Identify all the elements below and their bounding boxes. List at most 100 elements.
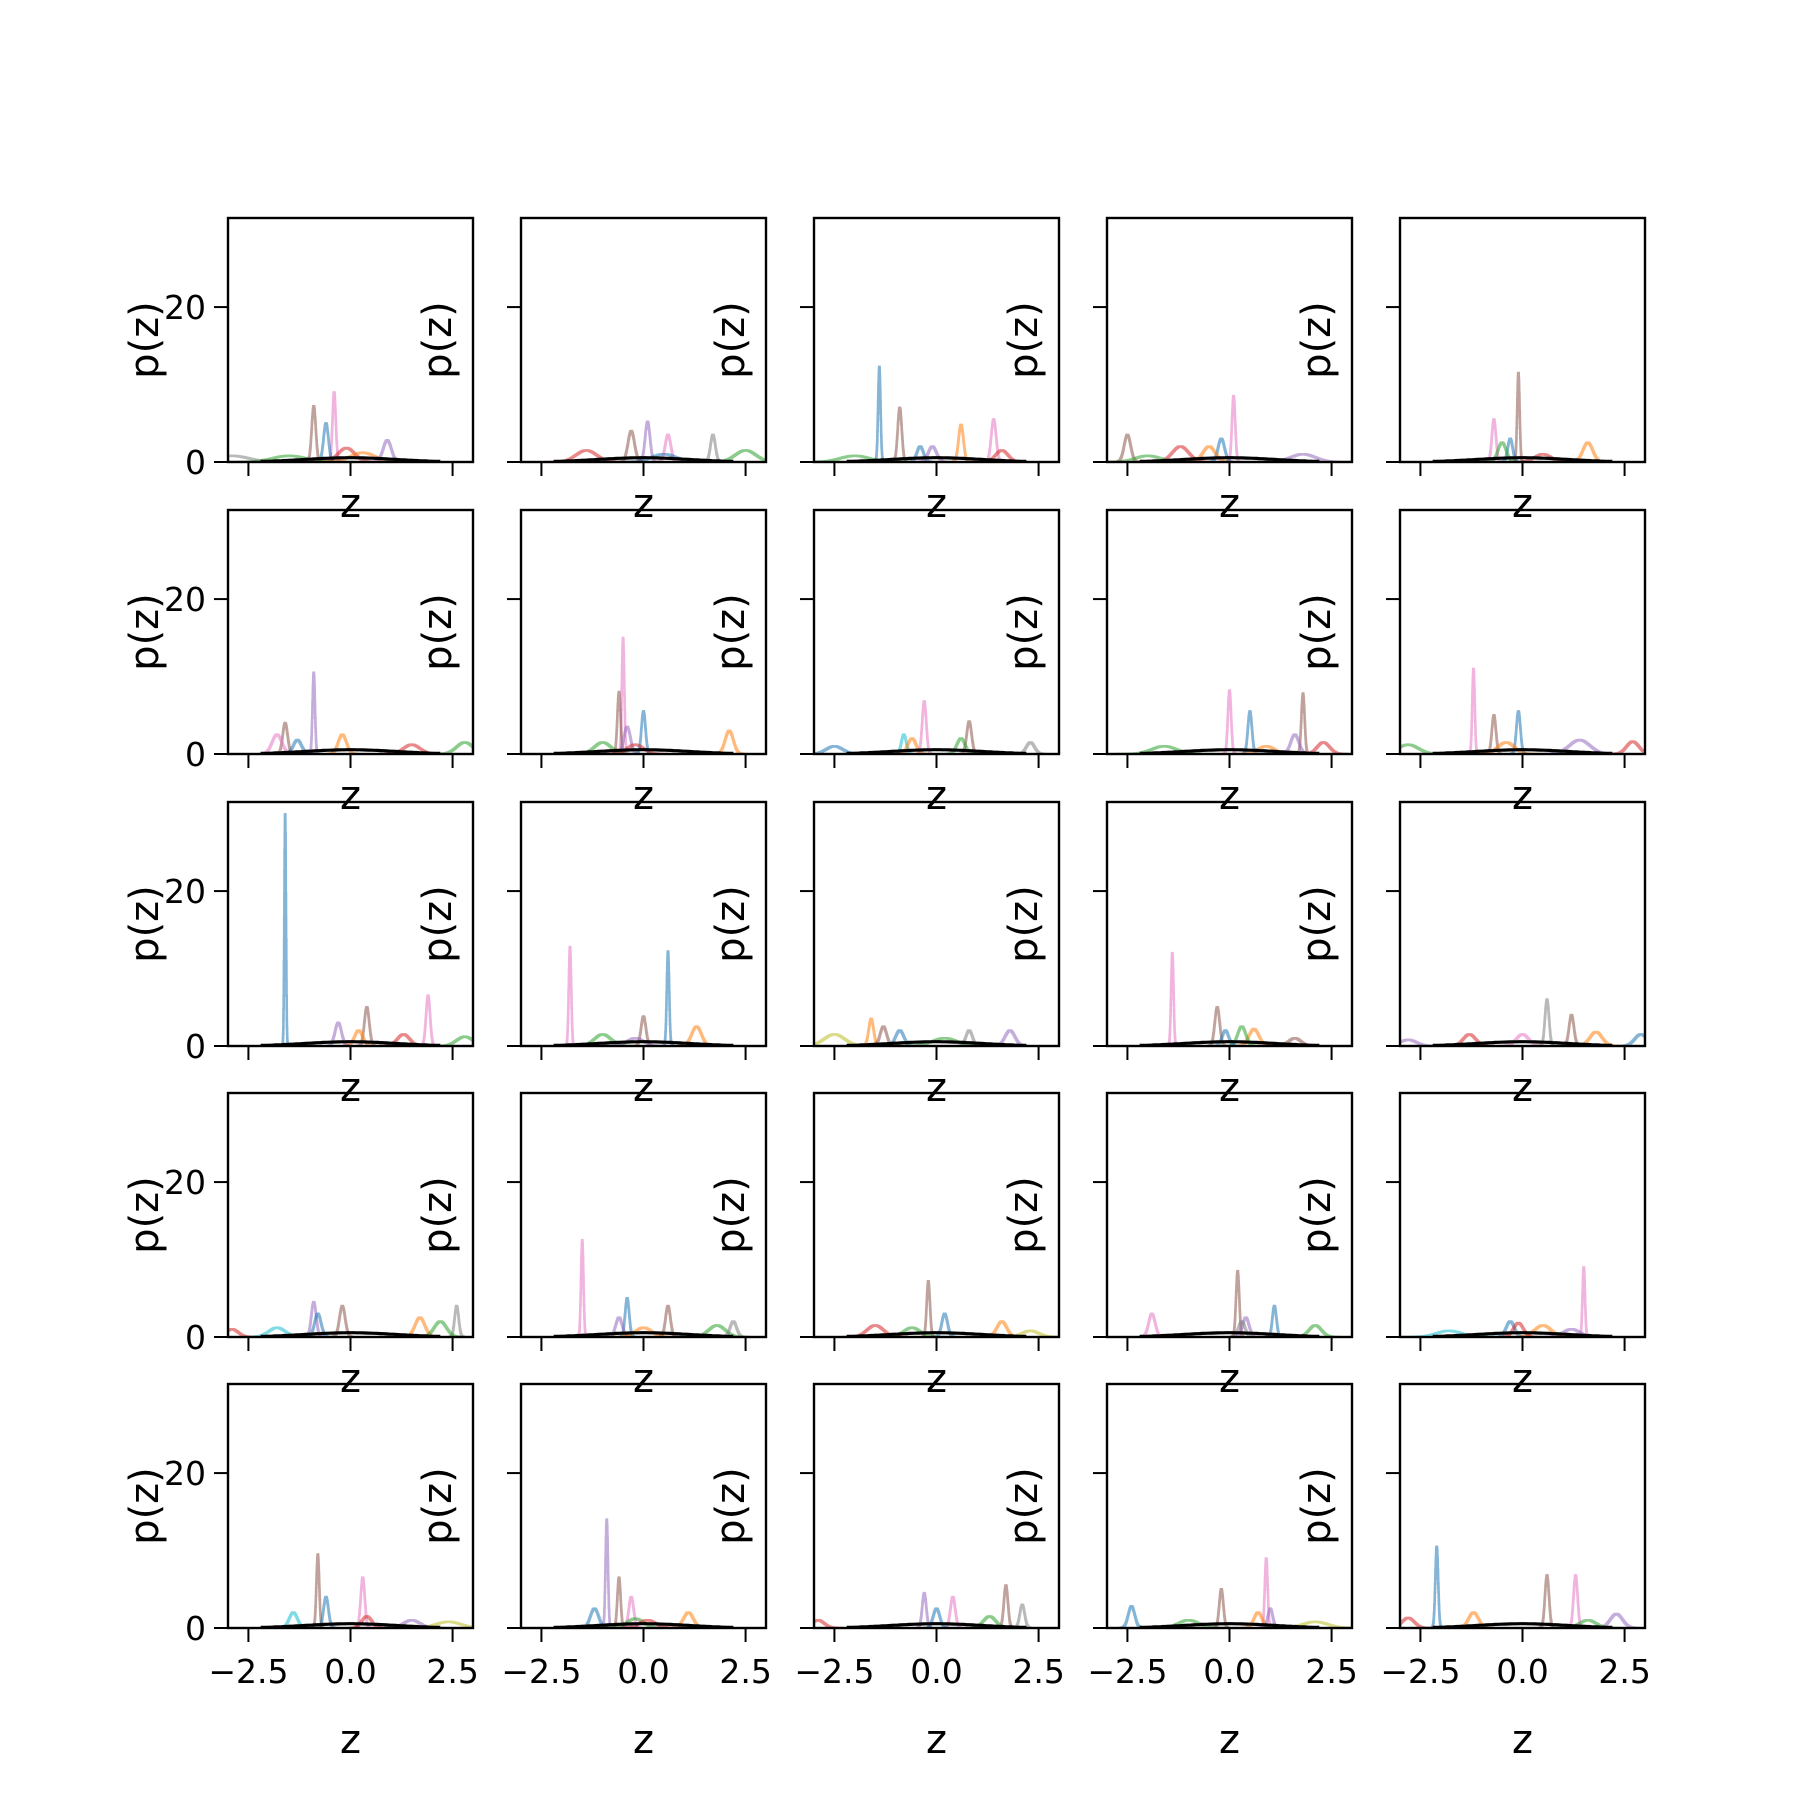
y-axis-label: p(z) — [415, 593, 461, 671]
density-curve-1 — [330, 1304, 354, 1337]
y-axis-label: p(z) — [1001, 593, 1047, 671]
y-tick-label: 0 — [185, 735, 206, 774]
y-axis-label: p(z) — [415, 1176, 461, 1254]
mean-density-curve — [553, 456, 734, 462]
subplot-r2-c1: p(z) z — [415, 800, 768, 1111]
x-axis-label: z — [1512, 1717, 1533, 1763]
x-axis-label: z — [633, 481, 654, 527]
axes-frame — [1398, 216, 1647, 464]
series-group — [1432, 371, 1613, 462]
series-group — [1400, 1545, 1641, 1628]
subplot-r0-c2: p(z) z — [708, 216, 1061, 527]
mean-density-curve — [846, 456, 1027, 462]
density-curve-1 — [1485, 713, 1503, 754]
subplot-r2-c4: p(z) z — [1294, 800, 1647, 1111]
axes-frame — [1398, 1091, 1647, 1339]
series-group — [1115, 689, 1348, 754]
subplot-r1-c0: 0 20 p(z) z — [122, 508, 475, 819]
x-axis-label: z — [1219, 1356, 1240, 1402]
subplot-r1-c2: p(z) z — [708, 508, 1061, 819]
mean-density-curve — [260, 1040, 441, 1046]
x-tick-label: 2.5 — [1305, 1652, 1357, 1691]
subplot-r4-c4: −2.5 0.0 2.5 p(z) z — [1294, 1382, 1651, 1763]
density-curve-0 — [997, 1584, 1015, 1628]
x-axis-label: z — [1219, 773, 1240, 819]
x-tick-label: 2.5 — [1598, 1652, 1650, 1691]
series-group — [553, 945, 734, 1046]
density-curve-2 — [702, 433, 723, 462]
x-axis-label: z — [1219, 481, 1240, 527]
subplot-grid: 020p(z)zp(z)zp(z)zp(z)zp(z)z020p(z)zp(z)… — [122, 216, 1651, 1763]
y-tick-label: 20 — [164, 1454, 206, 1493]
y-tick-label: 20 — [164, 288, 206, 327]
subplot-r2-c3: p(z) z — [1001, 800, 1354, 1111]
x-tick-label: 0.0 — [1203, 1652, 1255, 1691]
density-curve-2 — [1241, 710, 1259, 754]
y-axis-label: p(z) — [1294, 301, 1340, 379]
mean-density-curve — [260, 1622, 441, 1628]
y-axis-label: p(z) — [122, 301, 168, 379]
density-curve-4 — [1608, 740, 1645, 754]
density-curve-1 — [1222, 689, 1237, 754]
y-axis-label: p(z) — [415, 885, 461, 963]
density-curve-1 — [611, 1576, 627, 1628]
density-curve-0 — [1577, 1266, 1590, 1337]
subplot-r3-c2: p(z) z — [708, 1091, 1061, 1402]
x-tick-label: −2.5 — [1087, 1652, 1167, 1691]
y-axis-label: p(z) — [1001, 1176, 1047, 1254]
x-axis-label: z — [1512, 481, 1533, 527]
density-curve-0 — [1467, 667, 1480, 754]
series-group — [1400, 1266, 1613, 1337]
subplot-r3-c4: p(z) z — [1294, 1091, 1647, 1402]
series-group — [1138, 1269, 1340, 1337]
x-axis-label: z — [926, 1356, 947, 1402]
x-tick-label: −2.5 — [501, 1652, 581, 1691]
x-axis-label: z — [340, 481, 361, 527]
series-group — [1118, 1557, 1352, 1628]
subplot-r0-c1: p(z) z — [415, 216, 768, 527]
y-tick-label: 0 — [185, 1027, 206, 1066]
y-axis-label: p(z) — [1294, 1176, 1340, 1254]
mean-density-curve — [1432, 456, 1613, 462]
x-axis-label: z — [1512, 773, 1533, 819]
y-tick-label: 20 — [164, 580, 206, 619]
mean-density-curve — [553, 1040, 734, 1046]
density-curve-4 — [712, 729, 746, 754]
density-curve-0 — [304, 404, 323, 462]
mean-density-curve — [846, 1331, 1027, 1337]
series-group — [814, 700, 1047, 754]
density-curve-0 — [873, 365, 886, 462]
axes-frame — [1398, 508, 1647, 756]
density-curve-2 — [1566, 1574, 1585, 1628]
density-curve-2 — [1138, 1312, 1165, 1337]
density-curve-0 — [600, 1518, 613, 1628]
mean-density-curve — [846, 748, 1027, 754]
y-axis-label: p(z) — [1001, 301, 1047, 379]
mean-density-curve — [1139, 1040, 1320, 1046]
series-group — [1400, 998, 1645, 1046]
mean-density-curve — [553, 748, 734, 754]
y-axis-label: p(z) — [1294, 885, 1340, 963]
x-axis-label: z — [926, 1717, 947, 1763]
density-curve-3 — [1012, 1603, 1032, 1628]
density-curve-1 — [661, 950, 675, 1046]
y-axis-label: p(z) — [415, 1467, 461, 1545]
x-axis-label: z — [340, 773, 361, 819]
mean-density-curve — [260, 748, 441, 754]
mean-density-curve — [1432, 748, 1613, 754]
mean-density-curve — [260, 456, 441, 462]
series-group — [1107, 394, 1352, 462]
subplot-r0-c4: p(z) z — [1294, 216, 1647, 527]
subplot-r1-c4: p(z) z — [1294, 508, 1647, 819]
x-tick-label: −2.5 — [1380, 1652, 1460, 1691]
x-tick-label: 0.0 — [324, 1652, 376, 1691]
density-curve-2 — [1118, 1605, 1145, 1628]
density-curve-1 — [419, 994, 438, 1046]
x-axis-label: z — [926, 481, 947, 527]
y-axis-label: p(z) — [1001, 1467, 1047, 1545]
density-curve-0 — [1430, 1545, 1444, 1628]
y-axis-label: p(z) — [1001, 885, 1047, 963]
density-curve-0 — [563, 945, 577, 1046]
mean-density-curve — [1139, 456, 1320, 462]
x-axis-label: z — [633, 1717, 654, 1763]
